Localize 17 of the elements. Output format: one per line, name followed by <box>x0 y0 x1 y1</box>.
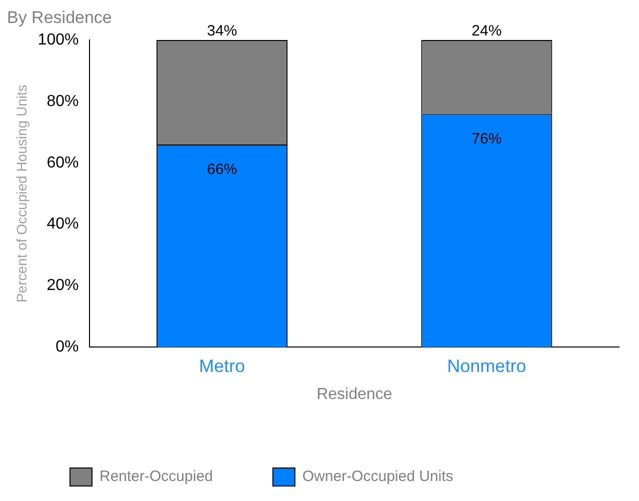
data-label: 24% <box>472 22 502 40</box>
x-tick-label: Nonmetro <box>447 356 526 376</box>
data-label: 76% <box>472 130 502 148</box>
y-tick-label: 100% <box>38 31 79 48</box>
y-tick-label: 20% <box>46 277 79 294</box>
legend-label: Owner-Occupied Units <box>302 468 454 486</box>
x-axis-title: Residence <box>316 386 392 403</box>
y-tick-label: 40% <box>46 216 79 233</box>
legend-label: Renter-Occupied <box>100 468 213 486</box>
data-label: 66% <box>207 161 238 178</box>
data-label: 34% <box>207 22 238 40</box>
y-tick-label: 60% <box>46 154 79 172</box>
y-tick-label: 0% <box>56 338 79 356</box>
y-tick-label: 80% <box>46 92 79 110</box>
y-axis-title: Percent of Occupied Housing Units <box>13 84 30 303</box>
chart-title: By Residence <box>7 8 112 28</box>
x-tick-label: Metro <box>199 356 246 376</box>
